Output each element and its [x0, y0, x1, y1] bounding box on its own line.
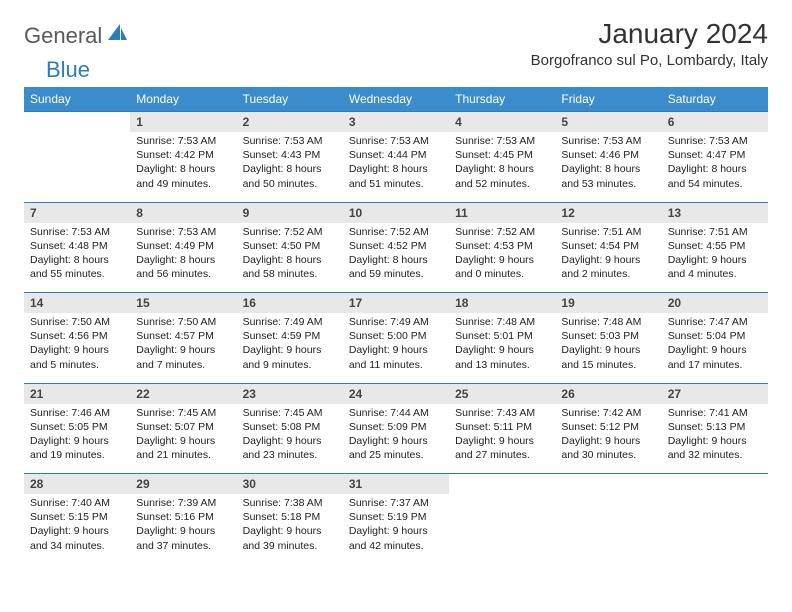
day-data-row: Sunrise: 7:46 AMSunset: 5:05 PMDaylight:… — [24, 404, 768, 474]
weekday-header: Saturday — [662, 87, 768, 112]
day-number-cell — [662, 474, 768, 495]
logo: General — [24, 22, 130, 49]
calendar-table: Sunday Monday Tuesday Wednesday Thursday… — [24, 87, 768, 564]
day-number-cell: 18 — [449, 293, 555, 314]
weekday-header: Sunday — [24, 87, 130, 112]
day-number-row: 28293031 — [24, 474, 768, 495]
day-number-cell: 9 — [237, 202, 343, 223]
day-data-cell: Sunrise: 7:50 AMSunset: 4:57 PMDaylight:… — [130, 313, 236, 383]
day-data-cell: Sunrise: 7:53 AMSunset: 4:42 PMDaylight:… — [130, 132, 236, 202]
weekday-header: Friday — [555, 87, 661, 112]
day-data-cell: Sunrise: 7:53 AMSunset: 4:49 PMDaylight:… — [130, 223, 236, 293]
calendar-body: 123456Sunrise: 7:53 AMSunset: 4:42 PMDay… — [24, 112, 768, 565]
day-number-cell: 15 — [130, 293, 236, 314]
day-data-cell: Sunrise: 7:38 AMSunset: 5:18 PMDaylight:… — [237, 494, 343, 564]
day-number-cell: 28 — [24, 474, 130, 495]
day-data-cell: Sunrise: 7:45 AMSunset: 5:07 PMDaylight:… — [130, 404, 236, 474]
day-data-cell: Sunrise: 7:53 AMSunset: 4:47 PMDaylight:… — [662, 132, 768, 202]
day-data-cell: Sunrise: 7:48 AMSunset: 5:01 PMDaylight:… — [449, 313, 555, 383]
day-number-cell: 2 — [237, 112, 343, 133]
day-number-row: 21222324252627 — [24, 383, 768, 404]
day-number-cell: 3 — [343, 112, 449, 133]
day-number-cell: 14 — [24, 293, 130, 314]
day-data-cell: Sunrise: 7:43 AMSunset: 5:11 PMDaylight:… — [449, 404, 555, 474]
day-number-cell: 20 — [662, 293, 768, 314]
day-data-cell: Sunrise: 7:53 AMSunset: 4:43 PMDaylight:… — [237, 132, 343, 202]
day-data-cell: Sunrise: 7:40 AMSunset: 5:15 PMDaylight:… — [24, 494, 130, 564]
day-number-cell: 13 — [662, 202, 768, 223]
day-data-cell: Sunrise: 7:52 AMSunset: 4:53 PMDaylight:… — [449, 223, 555, 293]
day-data-cell: Sunrise: 7:49 AMSunset: 4:59 PMDaylight:… — [237, 313, 343, 383]
day-number-row: 78910111213 — [24, 202, 768, 223]
day-data-cell: Sunrise: 7:42 AMSunset: 5:12 PMDaylight:… — [555, 404, 661, 474]
day-number-cell: 23 — [237, 383, 343, 404]
day-data-cell: Sunrise: 7:37 AMSunset: 5:19 PMDaylight:… — [343, 494, 449, 564]
day-number-cell: 26 — [555, 383, 661, 404]
day-number-cell — [24, 112, 130, 133]
day-number-cell: 7 — [24, 202, 130, 223]
day-data-cell: Sunrise: 7:46 AMSunset: 5:05 PMDaylight:… — [24, 404, 130, 474]
day-number-cell: 21 — [24, 383, 130, 404]
day-data-cell: Sunrise: 7:45 AMSunset: 5:08 PMDaylight:… — [237, 404, 343, 474]
day-number-cell: 6 — [662, 112, 768, 133]
day-number-cell: 30 — [237, 474, 343, 495]
day-data-cell — [662, 494, 768, 564]
day-number-row: 123456 — [24, 112, 768, 133]
day-data-cell: Sunrise: 7:51 AMSunset: 4:54 PMDaylight:… — [555, 223, 661, 293]
day-number-cell: 19 — [555, 293, 661, 314]
day-number-cell: 1 — [130, 112, 236, 133]
day-number-cell: 17 — [343, 293, 449, 314]
day-number-cell: 11 — [449, 202, 555, 223]
day-data-row: Sunrise: 7:53 AMSunset: 4:48 PMDaylight:… — [24, 223, 768, 293]
logo-text-blue: Blue — [46, 57, 90, 82]
day-data-cell: Sunrise: 7:48 AMSunset: 5:03 PMDaylight:… — [555, 313, 661, 383]
day-number-cell: 10 — [343, 202, 449, 223]
day-data-cell: Sunrise: 7:47 AMSunset: 5:04 PMDaylight:… — [662, 313, 768, 383]
day-data-cell: Sunrise: 7:39 AMSunset: 5:16 PMDaylight:… — [130, 494, 236, 564]
day-data-row: Sunrise: 7:40 AMSunset: 5:15 PMDaylight:… — [24, 494, 768, 564]
day-data-cell: Sunrise: 7:49 AMSunset: 5:00 PMDaylight:… — [343, 313, 449, 383]
day-data-cell: Sunrise: 7:52 AMSunset: 4:52 PMDaylight:… — [343, 223, 449, 293]
day-data-cell: Sunrise: 7:53 AMSunset: 4:44 PMDaylight:… — [343, 132, 449, 202]
day-number-cell: 29 — [130, 474, 236, 495]
day-data-cell: Sunrise: 7:41 AMSunset: 5:13 PMDaylight:… — [662, 404, 768, 474]
day-number-cell: 12 — [555, 202, 661, 223]
day-data-cell: Sunrise: 7:53 AMSunset: 4:48 PMDaylight:… — [24, 223, 130, 293]
day-number-cell: 27 — [662, 383, 768, 404]
day-number-cell: 4 — [449, 112, 555, 133]
day-number-row: 14151617181920 — [24, 293, 768, 314]
day-data-cell — [449, 494, 555, 564]
day-data-cell: Sunrise: 7:51 AMSunset: 4:55 PMDaylight:… — [662, 223, 768, 293]
day-data-cell — [555, 494, 661, 564]
page-title: January 2024 — [531, 18, 768, 50]
day-data-cell: Sunrise: 7:53 AMSunset: 4:46 PMDaylight:… — [555, 132, 661, 202]
page: General January 2024 Borgofranco sul Po,… — [0, 0, 792, 574]
day-number-cell: 24 — [343, 383, 449, 404]
day-number-cell — [449, 474, 555, 495]
weekday-header-row: Sunday Monday Tuesday Wednesday Thursday… — [24, 87, 768, 112]
weekday-header: Wednesday — [343, 87, 449, 112]
day-data-row: Sunrise: 7:53 AMSunset: 4:42 PMDaylight:… — [24, 132, 768, 202]
day-number-cell: 22 — [130, 383, 236, 404]
day-data-cell — [24, 132, 130, 202]
day-data-cell: Sunrise: 7:52 AMSunset: 4:50 PMDaylight:… — [237, 223, 343, 293]
day-number-cell: 8 — [130, 202, 236, 223]
day-data-cell: Sunrise: 7:44 AMSunset: 5:09 PMDaylight:… — [343, 404, 449, 474]
day-number-cell: 5 — [555, 112, 661, 133]
day-data-cell: Sunrise: 7:50 AMSunset: 4:56 PMDaylight:… — [24, 313, 130, 383]
day-number-cell: 16 — [237, 293, 343, 314]
weekday-header: Thursday — [449, 87, 555, 112]
day-data-cell: Sunrise: 7:53 AMSunset: 4:45 PMDaylight:… — [449, 132, 555, 202]
day-data-row: Sunrise: 7:50 AMSunset: 4:56 PMDaylight:… — [24, 313, 768, 383]
day-number-cell — [555, 474, 661, 495]
logo-sail-icon — [106, 22, 128, 49]
day-number-cell: 25 — [449, 383, 555, 404]
weekday-header: Monday — [130, 87, 236, 112]
logo-text-general: General — [24, 23, 102, 49]
day-number-cell: 31 — [343, 474, 449, 495]
weekday-header: Tuesday — [237, 87, 343, 112]
